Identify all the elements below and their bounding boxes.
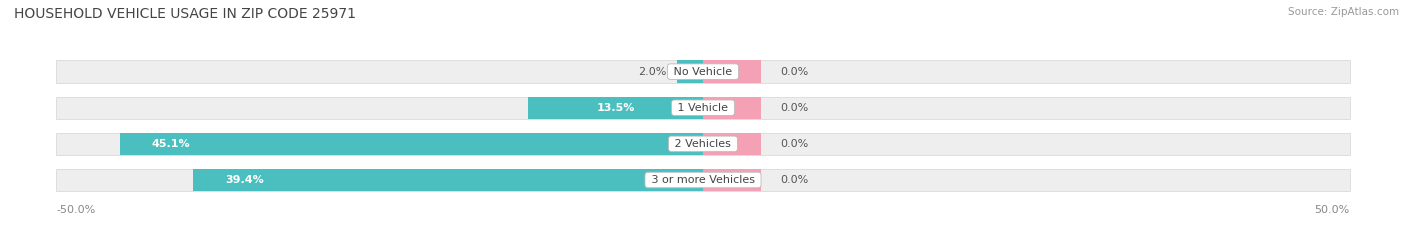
Text: 50.0%: 50.0% — [1315, 205, 1350, 215]
Text: 0.0%: 0.0% — [780, 103, 808, 113]
Bar — [529, 96, 703, 119]
Bar — [703, 169, 761, 191]
Text: 13.5%: 13.5% — [596, 103, 636, 113]
Text: 2 Vehicles: 2 Vehicles — [671, 139, 735, 149]
Bar — [56, 133, 1350, 155]
Text: 1 Vehicle: 1 Vehicle — [675, 103, 731, 113]
Text: Source: ZipAtlas.com: Source: ZipAtlas.com — [1288, 7, 1399, 17]
Text: 0.0%: 0.0% — [780, 139, 808, 149]
Text: 3 or more Vehicles: 3 or more Vehicles — [648, 175, 758, 185]
Text: 45.1%: 45.1% — [152, 139, 191, 149]
Bar — [56, 169, 1350, 191]
Text: 0.0%: 0.0% — [780, 67, 808, 77]
Bar — [56, 96, 1350, 119]
Bar — [194, 169, 703, 191]
Bar — [56, 60, 1350, 83]
Text: 0.0%: 0.0% — [780, 175, 808, 185]
Bar — [703, 60, 761, 83]
Text: 39.4%: 39.4% — [226, 175, 264, 185]
Bar — [678, 60, 703, 83]
Text: No Vehicle: No Vehicle — [671, 67, 735, 77]
Bar — [120, 133, 703, 155]
Bar — [703, 96, 761, 119]
Bar — [703, 133, 761, 155]
Text: 2.0%: 2.0% — [638, 67, 666, 77]
Text: HOUSEHOLD VEHICLE USAGE IN ZIP CODE 25971: HOUSEHOLD VEHICLE USAGE IN ZIP CODE 2597… — [14, 7, 356, 21]
Text: -50.0%: -50.0% — [56, 205, 96, 215]
